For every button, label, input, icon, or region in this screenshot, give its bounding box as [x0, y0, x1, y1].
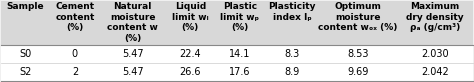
Text: 2: 2	[72, 67, 78, 77]
FancyBboxPatch shape	[0, 45, 474, 63]
Text: Liquid
limit wₗ
(%): Liquid limit wₗ (%)	[172, 2, 209, 32]
Text: Optimum
moisture
content wₒₓ (%): Optimum moisture content wₒₓ (%)	[318, 2, 398, 32]
Text: Natural
moisture
content w
(%): Natural moisture content w (%)	[107, 2, 158, 42]
Text: 8.3: 8.3	[284, 49, 300, 59]
Text: 8.53: 8.53	[347, 49, 369, 59]
Text: 5.47: 5.47	[122, 49, 144, 59]
Text: S2: S2	[19, 67, 32, 77]
Text: Sample: Sample	[7, 2, 44, 11]
Text: Plastic
limit wₚ
(%): Plastic limit wₚ (%)	[220, 2, 259, 32]
Text: 26.6: 26.6	[180, 67, 201, 77]
Text: 22.4: 22.4	[180, 49, 201, 59]
Text: 8.9: 8.9	[284, 67, 300, 77]
Text: 2.030: 2.030	[421, 49, 449, 59]
Text: 5.47: 5.47	[122, 67, 144, 77]
FancyBboxPatch shape	[0, 1, 474, 45]
Text: Cement
content
(%): Cement content (%)	[55, 2, 95, 32]
Text: Plasticity
index Iₚ: Plasticity index Iₚ	[268, 2, 316, 22]
FancyBboxPatch shape	[0, 63, 474, 81]
Text: 9.69: 9.69	[347, 67, 369, 77]
Text: 14.1: 14.1	[229, 49, 250, 59]
Text: S0: S0	[19, 49, 32, 59]
Text: 0: 0	[72, 49, 78, 59]
Text: 2.042: 2.042	[421, 67, 449, 77]
Text: Maximum
dry density
ρₐ (g/cm³): Maximum dry density ρₐ (g/cm³)	[406, 2, 464, 32]
Text: 17.6: 17.6	[229, 67, 250, 77]
